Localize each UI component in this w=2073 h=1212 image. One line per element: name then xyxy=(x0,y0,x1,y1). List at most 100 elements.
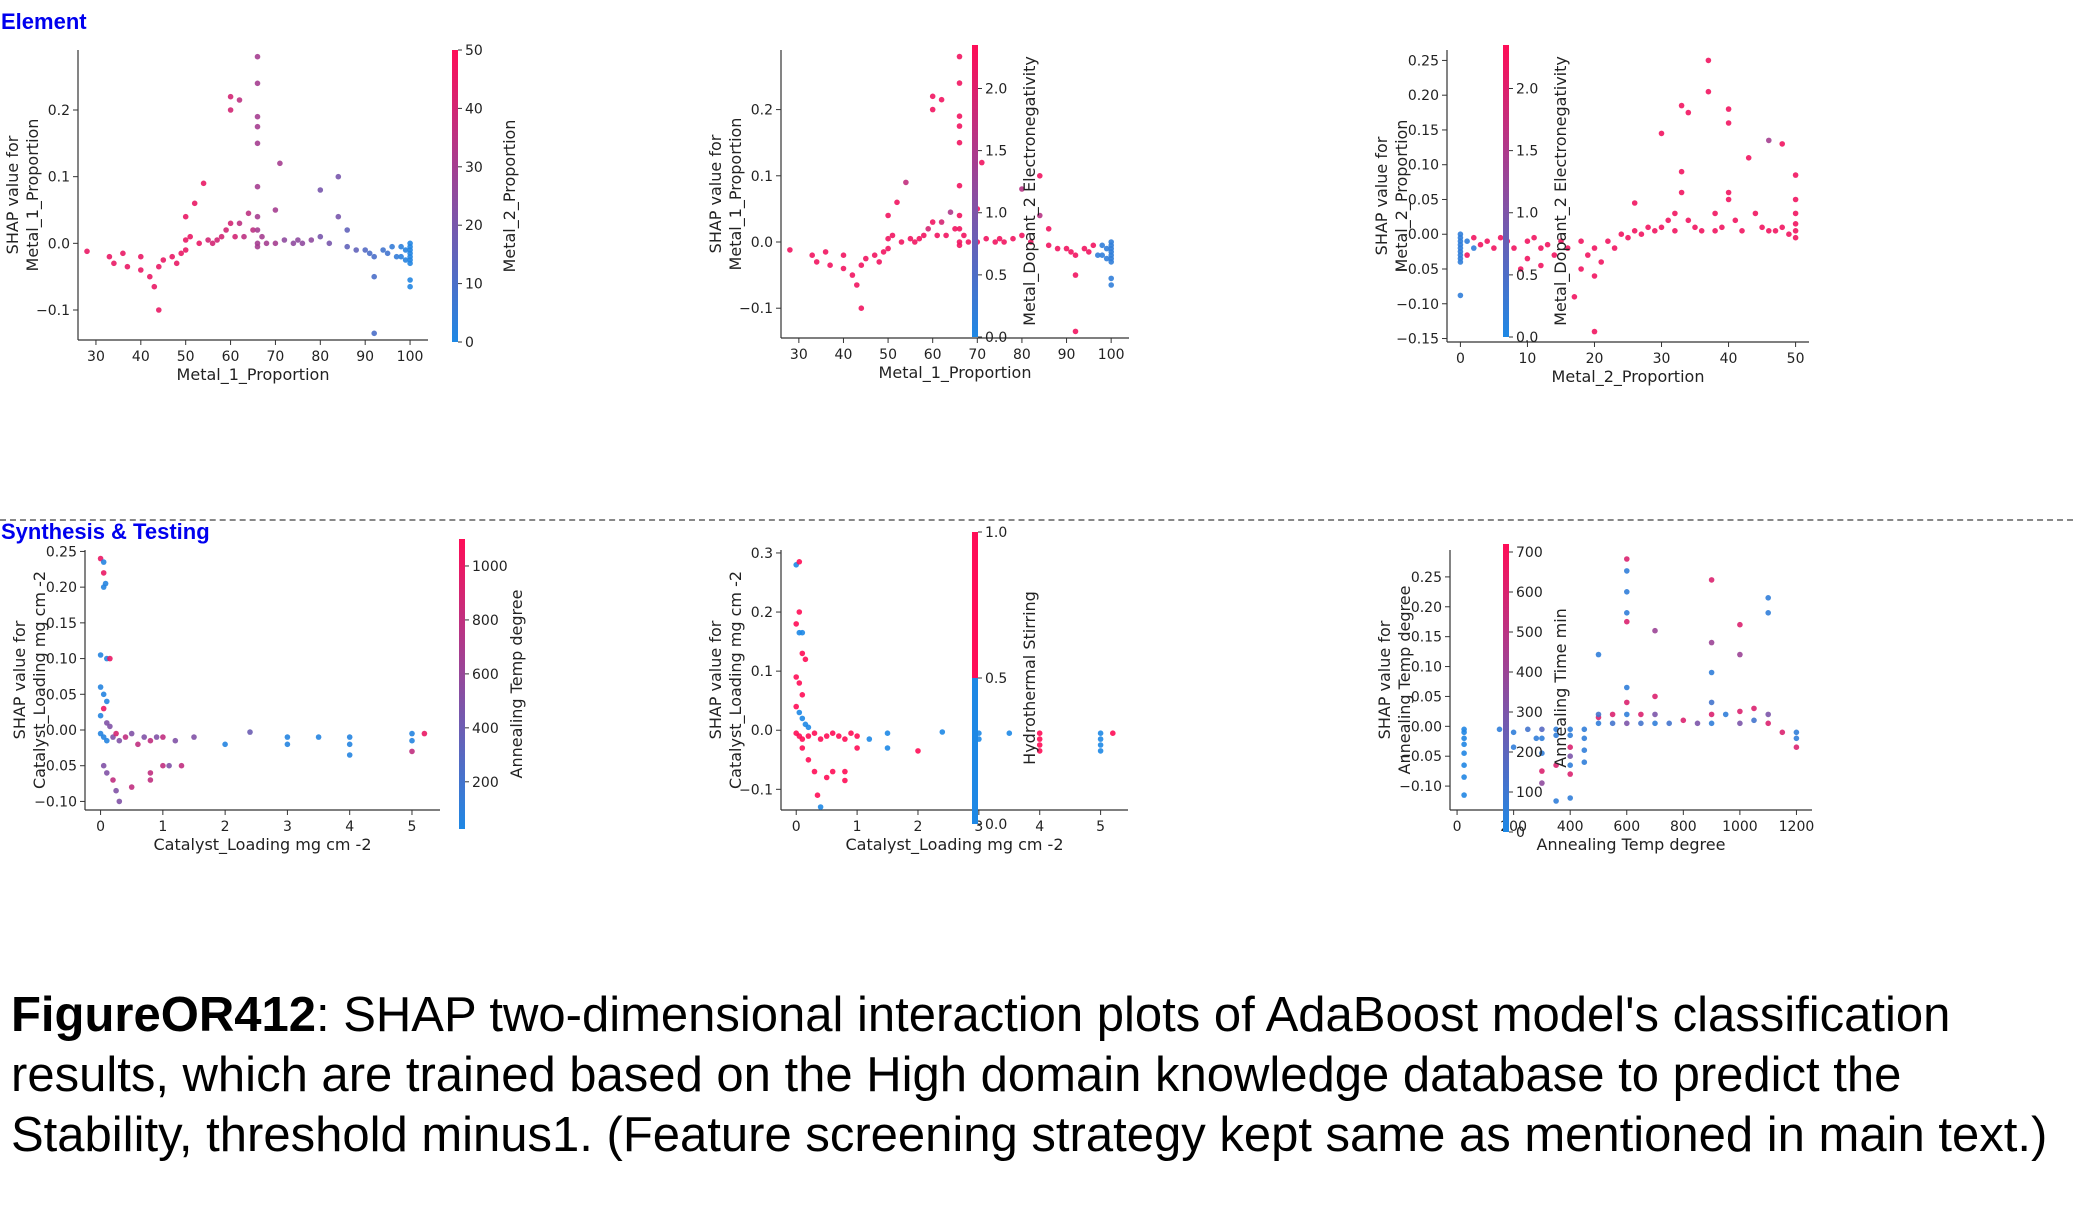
colorbar xyxy=(1503,544,1509,832)
data-point xyxy=(796,709,803,716)
data-point xyxy=(947,209,954,215)
data-point xyxy=(232,233,238,240)
plot-panel-4: 0 1 2 3 4 5 −0.10 −0.05 0.00 0.05 0.10 0.15 0.20 0.25… xyxy=(0,530,690,984)
data-point xyxy=(1045,226,1052,232)
data-point xyxy=(805,757,812,763)
x-tick-label: 60 xyxy=(924,347,942,363)
data-point xyxy=(1553,726,1559,733)
data-point xyxy=(799,715,806,722)
y-axis-label: SHAP value forCatalyst_Loading mg cm -2 xyxy=(10,571,50,789)
data-point xyxy=(1036,748,1043,754)
data-point xyxy=(938,96,945,103)
y-axis-label-line: SHAP value for xyxy=(1375,620,1394,739)
data-point xyxy=(1631,228,1638,234)
colorbar-tick-label: 0.0 xyxy=(1516,330,1538,346)
data-point xyxy=(353,247,360,253)
data-point xyxy=(885,212,891,219)
data-point xyxy=(346,752,353,758)
data-point xyxy=(1779,224,1785,231)
x-tick-label: 0 xyxy=(96,819,105,835)
data-point xyxy=(1708,577,1715,583)
data-point xyxy=(866,736,873,742)
data-point xyxy=(1461,741,1467,748)
data-point xyxy=(1054,245,1061,252)
y-tick-label: 0.2 xyxy=(751,103,773,119)
data-point xyxy=(1652,627,1658,634)
data-point xyxy=(1694,720,1701,727)
data-point xyxy=(836,733,842,739)
data-point xyxy=(113,730,119,737)
data-point xyxy=(956,242,963,249)
data-point xyxy=(876,259,882,265)
data-point xyxy=(1457,231,1464,237)
data-point xyxy=(295,237,301,243)
data-point xyxy=(1567,771,1573,777)
plot-svg-4: 0 1 2 3 4 5 −0.10 −0.05 0.00 0.05 0.10 0.15 0.20 0.25… xyxy=(10,539,526,855)
data-point xyxy=(1624,684,1630,691)
x-tick-label: 30 xyxy=(87,349,105,365)
data-point xyxy=(863,255,869,262)
data-point xyxy=(236,220,243,227)
data-point xyxy=(1792,196,1799,203)
y-axis-label-line: Annealing Temp degree xyxy=(1395,586,1414,775)
data-point xyxy=(1708,669,1715,676)
data-point xyxy=(1567,762,1573,768)
data-point xyxy=(894,199,900,206)
data-point xyxy=(1624,556,1630,562)
x-tick-label: 1000 xyxy=(1722,819,1758,835)
data-point xyxy=(880,249,887,255)
colorbar-tick-label: 1.5 xyxy=(985,144,1007,160)
data-point xyxy=(1725,196,1732,203)
data-point xyxy=(160,734,166,740)
data-point xyxy=(1779,729,1786,736)
data-point xyxy=(141,734,147,740)
colorbar-tick-label: 2.0 xyxy=(1516,81,1538,97)
x-tick-label: 2 xyxy=(914,819,923,835)
data-point xyxy=(1471,245,1477,251)
data-point xyxy=(1110,730,1116,736)
data-point xyxy=(326,240,333,247)
colorbar-tick-label: 400 xyxy=(472,721,499,737)
x-tick-label: 50 xyxy=(879,347,897,363)
data-point xyxy=(1097,748,1104,754)
data-point xyxy=(1086,249,1092,255)
data-point xyxy=(1010,235,1016,242)
data-point xyxy=(1624,618,1630,625)
x-tick-label: 0 xyxy=(1456,351,1465,367)
data-point xyxy=(842,777,848,784)
data-point xyxy=(956,139,963,146)
data-point xyxy=(1792,172,1799,178)
data-point xyxy=(823,774,830,781)
plot-panel-2: 30 40 50 60 70 80 90 100 −0.1 0.0 0.1 0.2 Metal_1_Pr… xyxy=(690,40,1380,514)
data-point xyxy=(1524,238,1531,244)
data-point xyxy=(1708,720,1715,727)
x-axis-label: Catalyst_Loading mg cm -2 xyxy=(845,835,1063,855)
data-point xyxy=(983,235,989,242)
data-point xyxy=(138,253,144,260)
data-point xyxy=(245,210,252,217)
data-point xyxy=(259,233,265,240)
section-divider xyxy=(0,519,2073,521)
data-point xyxy=(898,239,905,245)
data-point xyxy=(916,235,923,242)
data-point xyxy=(1678,189,1685,196)
data-point xyxy=(1751,705,1757,712)
data-point xyxy=(182,247,189,253)
colorbar-tick-label: 40 xyxy=(465,101,483,117)
data-point xyxy=(829,730,836,736)
data-point xyxy=(335,213,342,220)
data-point xyxy=(840,252,847,258)
data-point xyxy=(1063,245,1070,252)
data-point xyxy=(254,243,261,250)
colorbar-tick-label: 0 xyxy=(465,335,474,351)
data-point xyxy=(1539,768,1545,774)
y-axis-label-line: Metal_1_Proportion xyxy=(23,119,43,272)
data-point xyxy=(1095,252,1101,258)
data-point xyxy=(1539,750,1545,756)
data-point xyxy=(182,237,189,243)
x-tick-label: 20 xyxy=(1586,351,1604,367)
data-point xyxy=(247,729,253,735)
data-point xyxy=(1772,228,1779,234)
y-tick-label: −0.10 xyxy=(1399,779,1442,795)
data-point xyxy=(205,237,211,243)
